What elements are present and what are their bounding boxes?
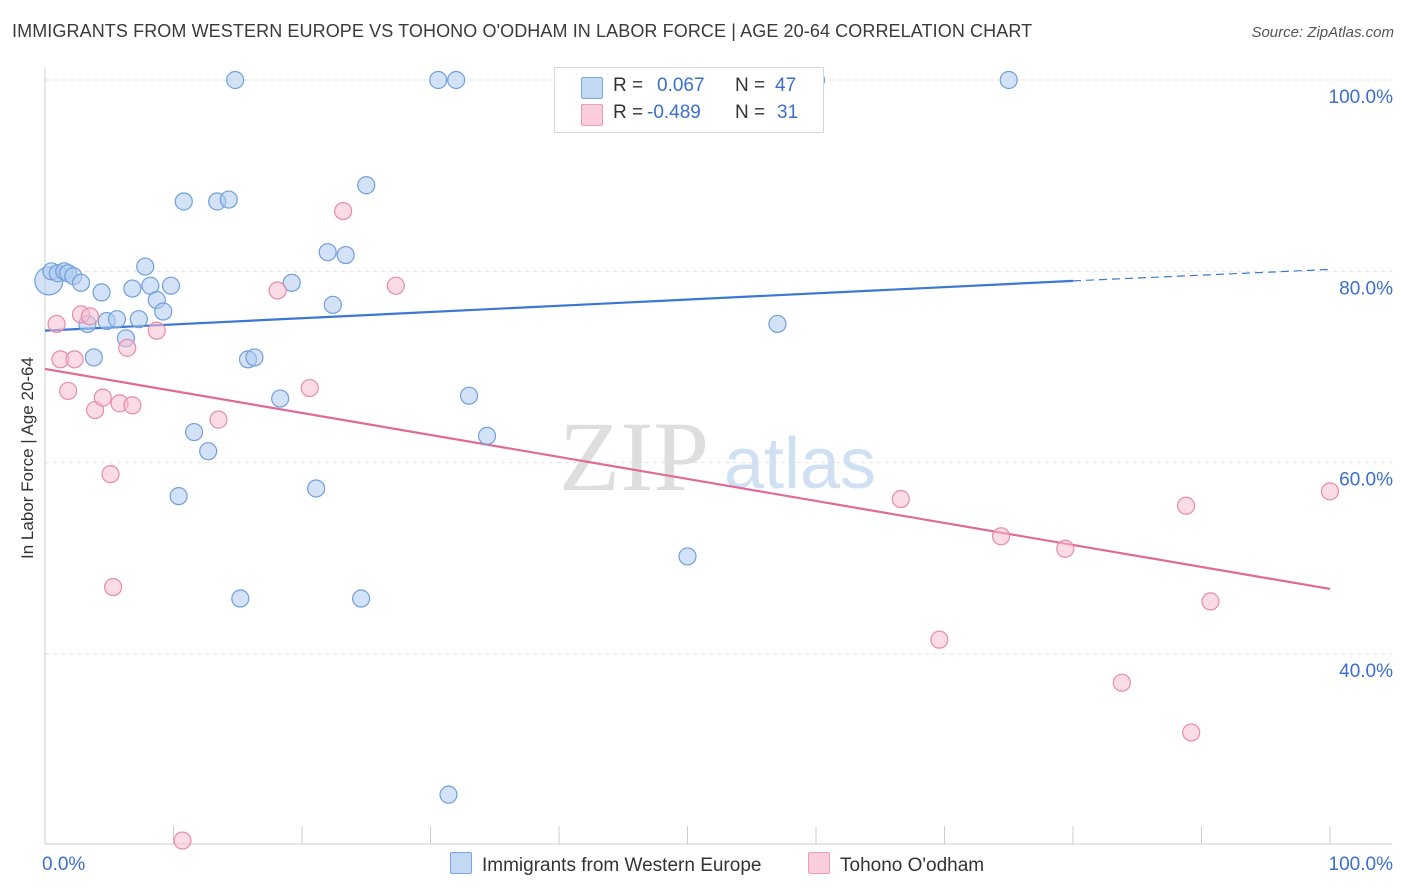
point-immigrants bbox=[307, 479, 326, 498]
point-tohono bbox=[47, 314, 66, 334]
point-immigrants bbox=[678, 547, 697, 566]
point-immigrants bbox=[245, 348, 264, 367]
watermark: ZIP atlas bbox=[559, 401, 876, 512]
series-immigrants-western-europe bbox=[34, 70, 1018, 804]
point-immigrants bbox=[129, 310, 148, 329]
legend-r-value: 0.067 bbox=[657, 75, 705, 96]
bottom-legend-label-tohono: Tohono O'odham bbox=[840, 855, 985, 876]
legend-r-label: R = bbox=[613, 102, 644, 123]
legend-n-value: 47 bbox=[775, 75, 797, 96]
legend-n-value: 31 bbox=[777, 102, 799, 123]
legend-n-label: N = bbox=[735, 102, 766, 123]
tick-labels: 40.0% 60.0% 80.0% 100.0% 0.0% 100.0% bbox=[42, 87, 1393, 875]
point-tohono bbox=[65, 350, 84, 369]
point-tohono bbox=[1112, 673, 1131, 692]
point-immigrants bbox=[357, 176, 376, 195]
point-immigrants bbox=[199, 442, 218, 461]
point-tohono bbox=[1201, 592, 1220, 611]
point-immigrants bbox=[459, 386, 479, 405]
point-immigrants bbox=[768, 314, 787, 334]
point-tohono bbox=[386, 276, 405, 295]
point-tohono bbox=[991, 527, 1011, 546]
x-tick-label: 100.0% bbox=[1329, 854, 1394, 875]
legend-row-immigrants: R = 0.067 N = 47 bbox=[555, 74, 823, 100]
point-tohono bbox=[101, 465, 120, 484]
point-immigrants bbox=[161, 276, 181, 295]
bottom-legend-immigrants: Immigrants from Western Europe bbox=[450, 852, 761, 877]
bottom-legend-label-immigrants: Immigrants from Western Europe bbox=[482, 855, 762, 876]
point-immigrants bbox=[169, 487, 188, 506]
point-immigrants bbox=[282, 273, 301, 292]
point-immigrants bbox=[219, 190, 238, 209]
trendline-immigrants bbox=[44, 279, 1074, 332]
point-immigrants bbox=[92, 283, 111, 302]
point-immigrants bbox=[71, 273, 91, 292]
point-tohono bbox=[891, 489, 910, 509]
point-immigrants bbox=[439, 785, 458, 804]
point-tohono bbox=[300, 378, 319, 398]
point-immigrants bbox=[429, 70, 448, 90]
point-immigrants bbox=[174, 192, 193, 211]
point-tohono bbox=[209, 410, 228, 429]
point-immigrants bbox=[271, 389, 290, 408]
point-tohono bbox=[59, 381, 78, 401]
point-tohono bbox=[268, 281, 287, 300]
point-immigrants bbox=[107, 310, 127, 329]
bottom-legend-swatch-blue bbox=[450, 852, 472, 874]
point-immigrants bbox=[136, 257, 155, 276]
trend-lines bbox=[44, 268, 1331, 591]
watermark-zip: ZIP bbox=[559, 401, 709, 512]
y-tick-label: 60.0% bbox=[1339, 470, 1393, 491]
point-tohono bbox=[93, 388, 112, 407]
trendline-tohono bbox=[44, 367, 1331, 591]
legend-n-label: N = bbox=[735, 75, 766, 96]
point-tohono bbox=[104, 577, 123, 597]
point-immigrants bbox=[352, 589, 371, 608]
point-immigrants bbox=[231, 589, 250, 608]
point-tohono bbox=[118, 338, 137, 357]
point-immigrants bbox=[999, 70, 1018, 90]
point-tohono bbox=[147, 321, 166, 340]
point-tohono bbox=[80, 307, 100, 326]
point-immigrants bbox=[323, 295, 342, 314]
point-immigrants bbox=[477, 426, 497, 445]
point-immigrants bbox=[318, 243, 337, 262]
x-tick-label: 0.0% bbox=[42, 854, 85, 875]
point-tohono bbox=[1176, 496, 1196, 515]
point-immigrants bbox=[154, 302, 173, 321]
point-immigrants bbox=[184, 422, 204, 442]
legend-r-label: R = bbox=[613, 75, 644, 96]
point-immigrants bbox=[336, 245, 355, 265]
y-tick-label: 100.0% bbox=[1329, 87, 1394, 108]
bottom-legend-tohono: Tohono O'odham bbox=[808, 852, 984, 877]
point-tohono bbox=[123, 396, 142, 415]
point-immigrants bbox=[447, 70, 466, 90]
grid bbox=[45, 79, 1392, 655]
point-tohono bbox=[173, 831, 192, 850]
correlation-legend: R = 0.067 N = 47 R = -0.489 N = 31 bbox=[554, 67, 824, 133]
legend-r-value: -0.489 bbox=[647, 102, 701, 123]
point-immigrants bbox=[84, 348, 103, 367]
point-tohono bbox=[930, 630, 949, 649]
point-tohono bbox=[334, 201, 353, 221]
point-tohono bbox=[1056, 539, 1075, 558]
y-tick-label: 40.0% bbox=[1339, 661, 1393, 682]
legend-row-tohono: R = -0.489 N = 31 bbox=[555, 101, 823, 127]
y-axis-label: In Labor Force | Age 20-64 bbox=[18, 357, 37, 559]
point-tohono bbox=[1182, 723, 1201, 742]
y-tick-label: 80.0% bbox=[1339, 278, 1393, 299]
bottom-legend-swatch-pink bbox=[808, 852, 830, 874]
point-immigrants bbox=[226, 70, 245, 90]
watermark-atlas: atlas bbox=[724, 424, 876, 504]
source-label: Source: ZipAtlas.com bbox=[1251, 24, 1394, 41]
point-immigrants bbox=[123, 279, 142, 298]
chart-title: IMMIGRANTS FROM WESTERN EUROPE VS TOHONO… bbox=[12, 21, 1033, 41]
trendline-immigrants-extension bbox=[1072, 268, 1331, 282]
legend-swatch-pink bbox=[581, 104, 603, 126]
legend-swatch-blue bbox=[581, 77, 603, 99]
point-tohono bbox=[1320, 482, 1340, 501]
